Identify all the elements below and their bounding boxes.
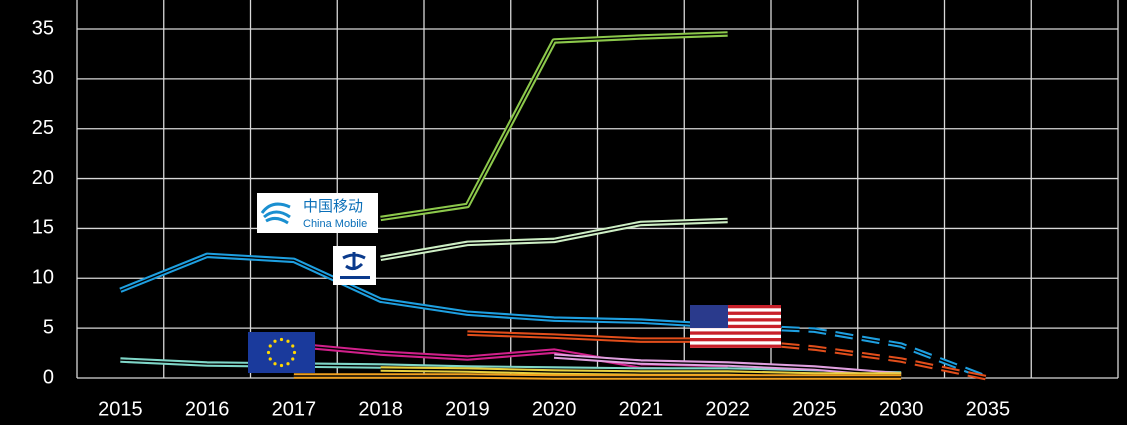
- eu-star: [268, 357, 272, 361]
- x-tick-label: 2030: [879, 398, 924, 420]
- y-tick-label: 5: [43, 316, 54, 338]
- series-line-inner: [293, 344, 728, 369]
- china-mobile-logo: 中国移动 China Mobile: [257, 193, 378, 233]
- y-tick-label: 30: [32, 67, 54, 89]
- series-line-inner: [467, 332, 728, 341]
- x-tick-label: 2019: [445, 398, 490, 420]
- logos: 中国移动 China Mobile: [248, 193, 781, 373]
- series-line-inner: [380, 33, 728, 220]
- y-tick-label: 35: [32, 17, 54, 39]
- logo-text: China Mobile: [303, 218, 367, 230]
- y-tick-label: 15: [32, 217, 54, 239]
- us-stripe: [690, 338, 781, 342]
- eu-star: [291, 344, 295, 348]
- y-tick-label: 0: [43, 366, 54, 388]
- x-tick-label: 2035: [966, 398, 1011, 420]
- x-tick-label: 2020: [532, 398, 577, 420]
- series-line-inner: [554, 355, 902, 376]
- x-tick-label: 2015: [98, 398, 143, 420]
- x-tick-label: 2021: [619, 398, 664, 420]
- eu-flag: [248, 332, 315, 373]
- us-stripe: [690, 305, 781, 309]
- us-flag: [690, 305, 781, 348]
- eu-star: [273, 362, 277, 366]
- eu-star: [292, 350, 297, 355]
- x-tick-label: 2022: [705, 398, 750, 420]
- x-tick-label: 2016: [185, 398, 230, 420]
- series-line-inner: [120, 254, 728, 327]
- series-line-inner: [293, 375, 902, 378]
- us-stripe: [690, 318, 781, 322]
- eu-star: [279, 337, 284, 342]
- us-stripe: [690, 331, 781, 335]
- eu-star: [268, 344, 272, 348]
- x-tick-label: 2025: [792, 398, 837, 420]
- eu-star: [279, 363, 284, 368]
- eu-star: [266, 350, 271, 355]
- x-tick-label: 2017: [272, 398, 317, 420]
- eu-star: [286, 362, 290, 366]
- us-stripe: [690, 311, 781, 315]
- x-tick-label: 2018: [358, 398, 403, 420]
- lines: [119, 31, 989, 381]
- y-tick-label: 10: [32, 267, 54, 289]
- logo-text: 中国移动: [303, 198, 363, 215]
- y-tick-label: 25: [32, 117, 54, 139]
- eu-star: [273, 339, 277, 343]
- eu-star: [291, 357, 295, 361]
- china-telecom-logo: [333, 246, 376, 285]
- series-line-inner: [380, 219, 728, 260]
- us-stripe: [690, 344, 781, 348]
- y-tick-label: 20: [32, 167, 54, 189]
- us-stripe: [690, 324, 781, 329]
- eu-star: [286, 339, 290, 343]
